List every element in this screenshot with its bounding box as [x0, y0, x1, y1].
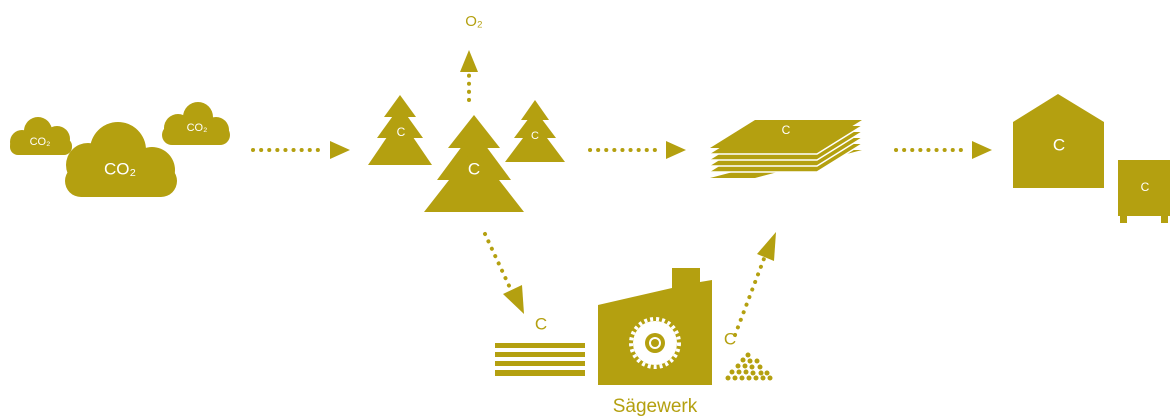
arrow — [896, 141, 992, 159]
cloud-label: CO₂ — [187, 122, 208, 134]
cloud-label: CO₂ — [30, 136, 51, 148]
cloud-label: CO₂ — [104, 159, 136, 178]
arrow — [735, 232, 776, 335]
arrow — [253, 141, 350, 159]
tree-label: C — [531, 130, 539, 142]
sawn-boards — [495, 343, 585, 376]
arrow — [460, 50, 478, 100]
tree-label: C — [468, 159, 480, 178]
container-label: C — [1141, 180, 1150, 194]
tree-label: C — [397, 125, 406, 139]
arrow — [590, 141, 686, 159]
arrow — [485, 234, 524, 314]
house-label: C — [1053, 135, 1065, 154]
sawmill-label: Sägewerk — [613, 396, 698, 417]
sawdust-label: C — [724, 329, 736, 348]
boards-label: C — [535, 314, 547, 333]
oxygen-label: O₂ — [465, 13, 483, 30]
carbon-cycle-diagram: CO₂ CO₂ CO₂ C C C O₂ C C — [0, 0, 1171, 419]
sawdust-pile — [726, 353, 773, 381]
lumber-label: C — [782, 123, 791, 137]
